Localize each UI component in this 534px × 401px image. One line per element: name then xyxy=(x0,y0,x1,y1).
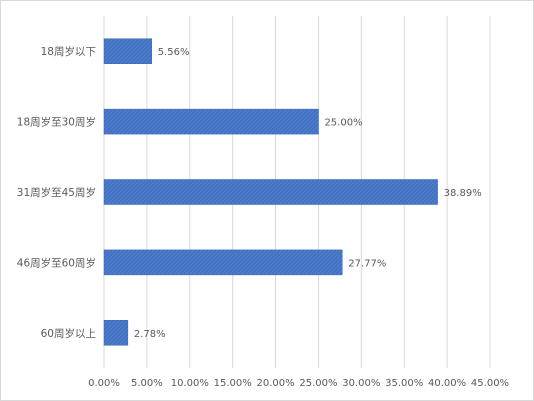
category-label: 31周岁至45周岁 xyxy=(17,186,96,199)
x-tick-label: 45.00% xyxy=(471,378,509,389)
x-tick-label: 20.00% xyxy=(256,378,294,389)
x-tick-label: 35.00% xyxy=(385,378,423,389)
x-tick-label: 15.00% xyxy=(214,378,252,389)
bars xyxy=(103,38,438,346)
data-label: 25.00% xyxy=(324,118,362,129)
x-tick-label: 40.00% xyxy=(428,378,466,389)
x-tick-label: 30.00% xyxy=(342,378,380,389)
bar xyxy=(103,38,152,64)
x-tick-label: 10.00% xyxy=(171,378,209,389)
category-label: 18周岁以下 xyxy=(41,45,96,58)
data-label: 38.89% xyxy=(444,188,482,199)
labels: 0.00% 5.00% 10.00% 15.00% 20.00% 25.00% 30.00%… xyxy=(17,45,509,389)
data-label: 2.78% xyxy=(134,329,166,340)
bar xyxy=(103,320,129,346)
gridlines xyxy=(103,16,491,368)
x-tick-label: 0.00% xyxy=(88,378,120,389)
bar xyxy=(103,179,438,205)
x-tick-label: 5.00% xyxy=(131,378,163,389)
bar xyxy=(103,249,343,276)
category-label: 60周岁以上 xyxy=(41,327,96,340)
data-label: 5.56% xyxy=(158,47,190,58)
data-label: 27.77% xyxy=(348,258,386,269)
category-label: 46周岁至60周岁 xyxy=(17,256,96,269)
category-label: 18周岁至30周岁 xyxy=(17,116,96,129)
x-tick-label: 25.00% xyxy=(299,378,337,389)
bar xyxy=(103,108,319,135)
